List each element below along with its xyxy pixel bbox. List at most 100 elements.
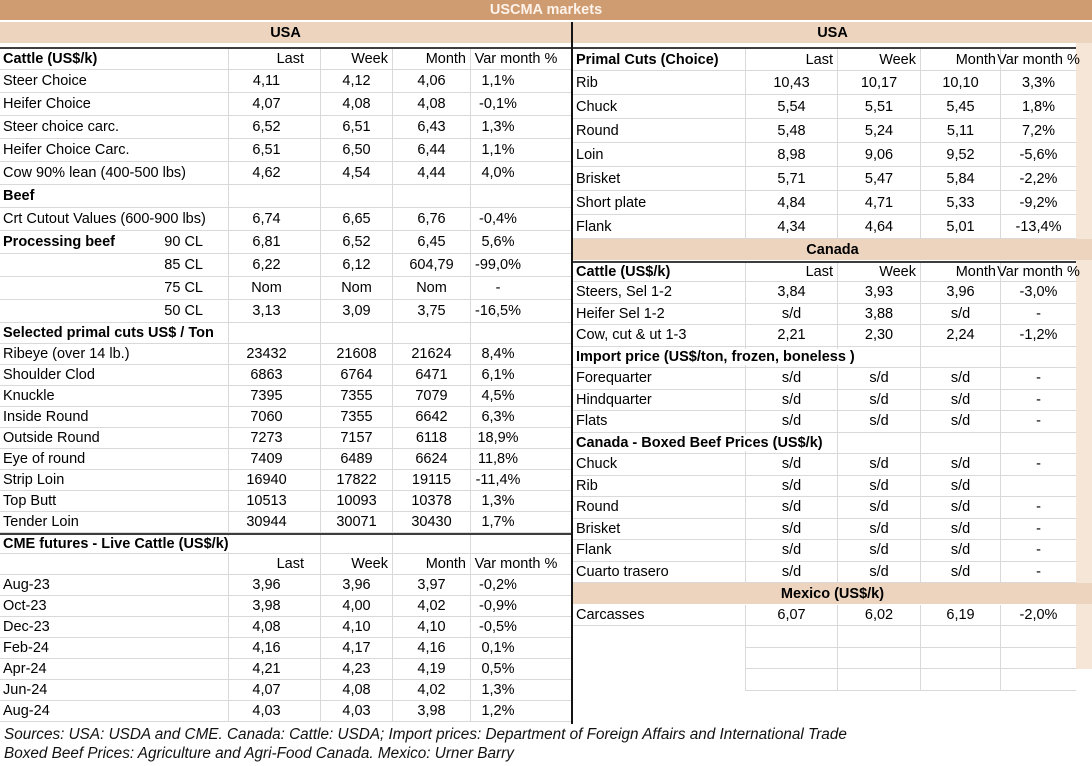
row-label: Eye of round — [0, 449, 228, 470]
value-month: 9,52 — [920, 143, 1000, 167]
column-header-var-month: Var month % — [997, 49, 1080, 71]
value-var-month: - — [1000, 303, 1076, 325]
row-label: Cuarto trasero — [573, 562, 745, 583]
value-week: Nom — [320, 277, 392, 300]
value-week — [837, 647, 920, 669]
value-month: 10,10 — [920, 71, 1000, 95]
value-month: Nom — [392, 277, 470, 300]
table-row: Ribeye (over 14 lb.) 23432 21608 21624 8,4% — [0, 344, 571, 365]
value-month: 2,24 — [920, 325, 1000, 347]
value-month: 5,11 — [920, 119, 1000, 143]
row-label: Canada - Boxed Beef Prices (US$/k) — [573, 433, 829, 454]
row-label: Strip Loin — [0, 470, 228, 491]
value-week: 30071 — [320, 512, 392, 533]
value-last: s/d — [745, 561, 837, 583]
value-week: 4,12 — [320, 70, 392, 93]
value-last: s/d — [745, 411, 837, 433]
value-var-month: -1,2% — [1000, 325, 1076, 347]
value-month — [920, 432, 1000, 454]
value-var-month — [470, 185, 571, 208]
value-last: 4,21 — [228, 659, 320, 680]
value-last: 5,54 — [745, 95, 837, 119]
table-row: Jun-24 4,07 4,08 4,02 1,3% — [0, 680, 571, 701]
value-week: 2,30 — [837, 325, 920, 347]
value-month: 6,43 — [392, 116, 470, 139]
table-row: Short plate 4,84 4,71 5,33 -9,2% — [573, 191, 1076, 215]
value-last: 3,13 — [228, 300, 320, 323]
value-last — [228, 323, 320, 344]
table-row: Flank s/d s/d s/d - — [573, 540, 1076, 562]
value-week: 6,65 — [320, 208, 392, 231]
table-row: Hindquarter s/d s/d s/d - — [573, 389, 1076, 411]
section-row: CME futures - Live Cattle (US$/k) — [0, 533, 571, 554]
value-month: s/d — [920, 540, 1000, 562]
row-label: Hindquarter — [573, 390, 745, 411]
value-month: 6118 — [392, 428, 470, 449]
table-divider — [571, 22, 573, 724]
value-month: 604,79 — [392, 254, 470, 277]
row-label: 75 CL — [0, 277, 228, 300]
table-row: Steer Choice 4,11 4,12 4,06 1,1% — [0, 70, 571, 93]
table-row: Cuarto trasero s/d s/d s/d - — [573, 561, 1076, 583]
row-label: Knuckle — [0, 386, 228, 407]
value-week: s/d — [837, 454, 920, 476]
value-last: 6,07 — [745, 604, 837, 626]
row-label: Top Butt — [0, 491, 228, 512]
table-row: Rib 10,43 10,17 10,10 3,3% — [573, 71, 1076, 95]
value-var-month: -13,4% — [1000, 215, 1076, 239]
value-month — [392, 535, 470, 554]
table-row: 75 CL Nom Nom Nom - — [0, 277, 571, 300]
value-last: 6,74 — [228, 208, 320, 231]
table-row: Processing beef 90 CL 6,81 6,52 6,45 5,6% — [0, 231, 571, 254]
value-last: 8,98 — [745, 143, 837, 167]
value-last — [228, 185, 320, 208]
value-week: 6,52 — [320, 231, 392, 254]
column-header-row: Primal Cuts (Choice) Last Week Month Var mon… — [573, 47, 1080, 71]
value-last: 4,08 — [228, 617, 320, 638]
value-last — [745, 647, 837, 669]
row-label: Import price (US$/ton, frozen, boneless … — [573, 347, 861, 368]
row-label — [573, 648, 745, 670]
table-row: Shoulder Clod 6863 6764 6471 6,1% — [0, 365, 571, 386]
value-var-month: -0,9% — [470, 596, 571, 617]
row-label: Feb-24 — [0, 638, 228, 659]
row-label: Cattle (US$/k) — [0, 49, 228, 70]
row-label: Steers, Sel 1-2 — [573, 282, 745, 304]
sources-line-1: Sources: USA: USDA and CME. Canada: Catt… — [4, 726, 847, 743]
value-last: 5,71 — [745, 167, 837, 191]
value-var-month: - — [1000, 411, 1076, 433]
value-month — [920, 669, 1000, 691]
value-var-month: 6,3% — [470, 407, 571, 428]
column-header-var-month: Var month % — [997, 262, 1080, 282]
value-month — [392, 323, 470, 344]
value-var-month — [470, 323, 571, 344]
value-var-month — [470, 535, 571, 554]
value-month: 6,44 — [392, 139, 470, 162]
value-month: 10378 — [392, 491, 470, 512]
value-month — [920, 346, 1000, 368]
column-header-last: Last — [228, 554, 320, 575]
region-band-label: Mexico (US$/k) — [573, 583, 1092, 604]
value-last: 6,81 — [228, 231, 320, 254]
row-label: Flats — [573, 411, 745, 433]
value-month: 5,33 — [920, 191, 1000, 215]
value-last: 7060 — [228, 407, 320, 428]
value-week: 4,08 — [320, 93, 392, 116]
table-row: Steer choice carc. 6,52 6,51 6,43 1,3% — [0, 116, 571, 139]
value-var-month: 1,3% — [470, 491, 571, 512]
row-label — [0, 554, 228, 575]
value-last: 7273 — [228, 428, 320, 449]
value-var-month: 4,5% — [470, 386, 571, 407]
value-month: 6624 — [392, 449, 470, 470]
region-band: Canada — [573, 239, 1092, 261]
value-week: 3,93 — [837, 282, 920, 304]
column-header-last: Last — [228, 49, 320, 70]
row-label: Jun-24 — [0, 680, 228, 701]
row-label: Steer Choice — [0, 70, 228, 93]
value-var-month: -16,5% — [470, 300, 571, 323]
value-var-month: -99,0% — [470, 254, 571, 277]
value-var-month — [1000, 647, 1076, 669]
value-last — [745, 669, 837, 691]
value-var-month: - — [1000, 518, 1076, 540]
value-var-month: -0,4% — [470, 208, 571, 231]
